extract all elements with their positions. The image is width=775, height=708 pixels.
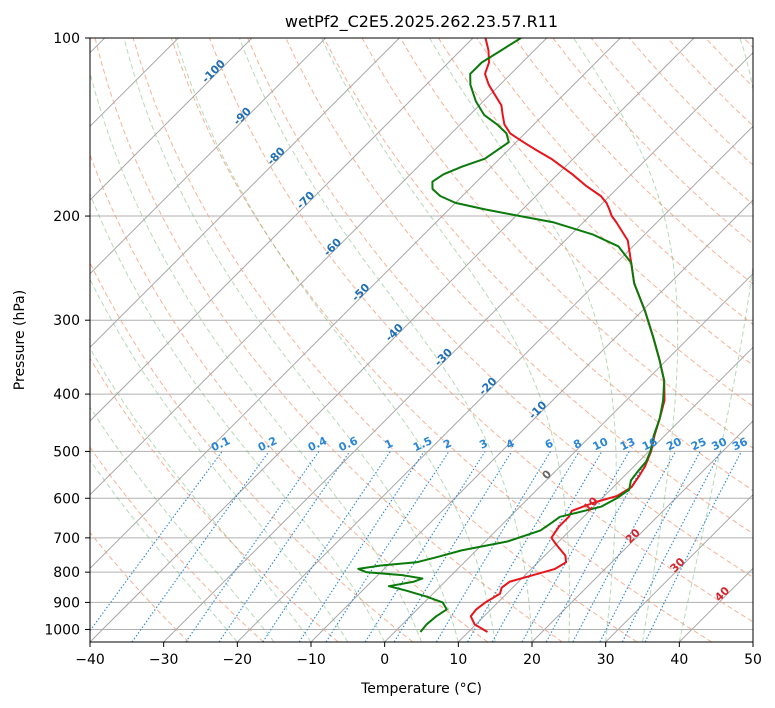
x-tick-label: 40	[670, 652, 688, 668]
isotherm-line	[90, 38, 400, 349]
mixing-ratio-line	[644, 451, 742, 642]
moist-adiabat	[429, 38, 617, 642]
isotherm-line	[605, 493, 753, 642]
chart-title: wetPf2_C2E5.2025.262.23.57.R11	[285, 12, 558, 32]
y-tick-label: 700	[53, 531, 80, 547]
dry-adiabat	[94, 38, 563, 642]
dry-adiabat	[247, 38, 753, 578]
x-tick-label: −10	[296, 652, 326, 668]
mixing-ratio-label: 25	[689, 435, 708, 453]
x-tick-label: −20	[223, 652, 253, 668]
moist-adiabat	[90, 192, 386, 642]
mixing-ratio-line	[599, 451, 701, 642]
moist-adiabat	[123, 38, 459, 642]
isotherm-line	[163, 51, 753, 642]
isotherm-line	[90, 38, 695, 642]
y-tick-label: 100	[53, 31, 80, 47]
x-tick-label: −40	[75, 652, 105, 668]
x-tick-label: 50	[744, 652, 762, 668]
mixing-ratio-line	[218, 451, 351, 642]
y-tick-label: 300	[53, 313, 80, 329]
pressure-gridlines	[90, 38, 753, 630]
dry-adiabat	[399, 38, 753, 408]
y-tick-label: 200	[53, 209, 80, 225]
isotherm-line	[384, 272, 753, 642]
mixing-ratio-label: 20	[664, 435, 684, 453]
isotherm-line	[236, 125, 753, 642]
isotherm-line	[457, 346, 753, 642]
plot-background	[90, 38, 753, 642]
x-tick-label: 0	[380, 652, 389, 668]
moist-adiabat	[90, 459, 238, 642]
isotherm-line	[90, 38, 253, 201]
mixing-ratio-line	[185, 451, 320, 642]
mixing-ratio-label: 30	[710, 435, 730, 453]
mixing-ratio-line	[572, 451, 676, 642]
isotherms	[90, 38, 753, 642]
moist-adiabat	[174, 38, 496, 642]
y-tick-label: 400	[53, 387, 80, 403]
isotherm-line	[310, 199, 753, 642]
x-tick-label: 10	[449, 652, 467, 668]
y-tick-label: 1000	[44, 622, 80, 638]
moist-adiabat	[573, 38, 679, 642]
dry-adiabat	[323, 38, 753, 492]
dry-adiabat	[170, 38, 712, 642]
isotherm-line	[90, 38, 474, 422]
x-axis-label: Temperature (°C)	[360, 681, 482, 697]
isotherm-line	[90, 38, 548, 496]
moist-adiabat	[90, 278, 349, 642]
plot-frame	[89, 37, 754, 643]
isotherm-line	[531, 420, 753, 642]
y-tick-label: 800	[53, 565, 80, 581]
moist-adiabat	[90, 406, 275, 642]
mixing-ratio-line	[364, 451, 486, 642]
dry-adiabat	[132, 38, 638, 642]
dry-adiabat	[514, 38, 753, 285]
dewpoint-profile-line	[357, 38, 666, 633]
dry-adiabat	[437, 38, 753, 366]
moist-adiabat	[90, 70, 422, 642]
y-tick-label: 500	[53, 444, 80, 460]
sounding-series	[357, 38, 666, 633]
mixing-ratio-line	[325, 451, 450, 642]
mixing-ratio-line	[545, 451, 652, 642]
moist-adiabat	[238, 38, 533, 642]
dry-adiabat	[209, 38, 753, 623]
mixing-ratio-line	[621, 451, 722, 642]
x-axis-ticks: −40 −30 −20 −10 0 10 20 30 40 50	[75, 642, 762, 668]
y-tick-label: 600	[53, 491, 80, 507]
y-tick-label: 900	[53, 595, 80, 611]
x-tick-label: 20	[523, 652, 541, 668]
y-axis-label: Pressure (hPa)	[12, 290, 28, 390]
mixing-ratio-line	[521, 451, 630, 642]
dry-adiabat	[90, 446, 264, 642]
mixing-ratio-line	[131, 451, 270, 642]
mixing-ratio-lines	[90, 451, 742, 642]
mixing-ratio-label: 16	[640, 435, 660, 453]
dry-adiabat	[90, 531, 190, 642]
y-axis-ticks: 100 200 300 400 500 600 700 800 900 1000	[44, 31, 90, 638]
moist-adiabat	[321, 38, 571, 642]
mixing-ratio-label: 36	[730, 435, 750, 453]
mixing-ratio-label: 13	[618, 435, 637, 453]
mixing-ratio-line	[435, 451, 552, 642]
mixing-ratio-label: 10	[591, 435, 611, 453]
mixing-ratio-line	[393, 451, 513, 642]
dry-adiabat	[90, 357, 339, 642]
mixing-ratio-line	[90, 451, 223, 632]
isotherm-line	[90, 38, 327, 275]
mixing-ratio-line	[298, 451, 425, 642]
moist-adiabat	[678, 38, 753, 642]
x-tick-label: 30	[597, 652, 615, 668]
x-tick-label: −30	[149, 652, 179, 668]
mixing-ratio-line	[262, 451, 391, 642]
